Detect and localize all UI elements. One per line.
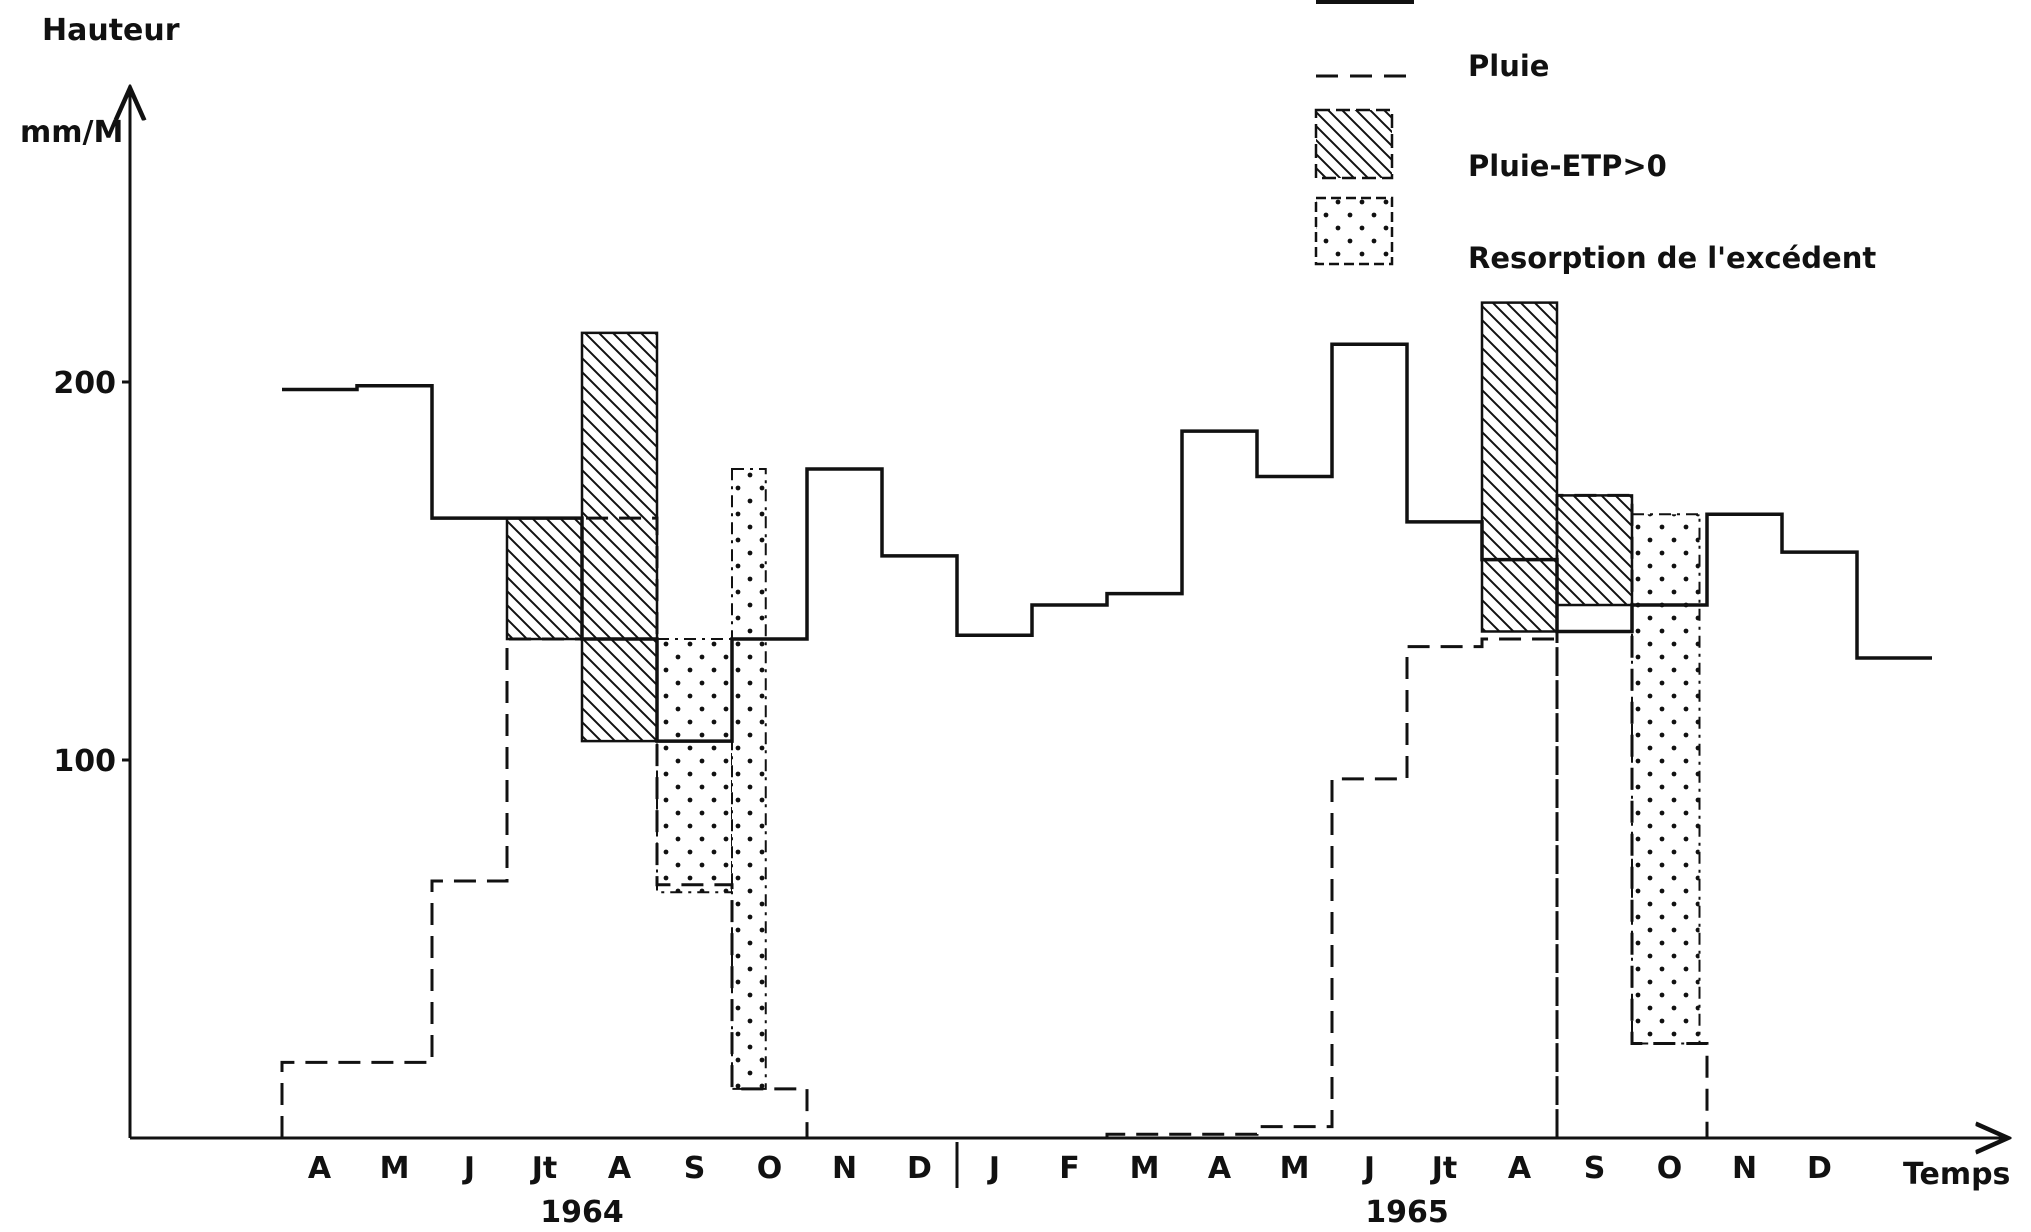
x-tick-label: J xyxy=(462,1151,475,1186)
excess-area xyxy=(1480,301,1559,633)
x-tick-label: N xyxy=(832,1151,857,1186)
x-tick-label: O xyxy=(757,1151,783,1186)
x-tick-label: S xyxy=(684,1151,706,1186)
series-lines xyxy=(280,342,1932,1138)
x-tick-label: M xyxy=(1130,1151,1160,1186)
balance-areas xyxy=(505,301,1701,1090)
x-tick-label: A xyxy=(1508,1151,1532,1186)
legend-label-pluie: Pluie xyxy=(1468,49,1549,83)
y-axis-title: Hauteur xyxy=(42,13,180,48)
excess-area xyxy=(505,516,584,641)
legend-swatch-dotted xyxy=(1314,196,1394,266)
y-axis-unit: mm/M xyxy=(20,115,123,150)
year-label: 1965 xyxy=(1365,1195,1449,1230)
x-tick-label: S xyxy=(1584,1151,1606,1186)
rain-line xyxy=(280,516,809,1138)
rain-line xyxy=(1105,637,1559,1138)
resorption-area xyxy=(731,467,767,1090)
resorption-area xyxy=(656,638,733,894)
x-axis-title: Temps xyxy=(1903,1157,2010,1192)
legend-label-excess: Pluie-ETP>0 xyxy=(1468,149,1667,183)
x-tick-labels: A M J Jt A S O N D J F M A M J Jt A S O N D 1964 1965 xyxy=(308,1142,1832,1230)
x-tick-label: O xyxy=(1657,1151,1683,1186)
x-tick-label: Jt xyxy=(530,1151,558,1186)
x-tick-label: J xyxy=(1362,1151,1375,1186)
x-tick-label: A xyxy=(608,1151,632,1186)
legend-label-resorption: Resorption de l'excédent xyxy=(1468,241,1876,275)
year-label: 1964 xyxy=(540,1195,624,1230)
x-tick-label: M xyxy=(380,1151,410,1186)
legend-swatch-hatched xyxy=(1314,108,1394,180)
x-tick-label: A xyxy=(308,1151,332,1186)
resorption-area xyxy=(1631,513,1701,1045)
x-tick-label: J xyxy=(987,1151,1000,1186)
x-tick-label: M xyxy=(1280,1151,1310,1186)
x-tick-label: A xyxy=(1208,1151,1232,1186)
x-tick-label: D xyxy=(1807,1151,1832,1186)
y-tick-label: 100 xyxy=(53,744,116,779)
excess-area xyxy=(580,331,659,743)
x-tick-label: F xyxy=(1059,1151,1080,1186)
legend: Pluie Pluie-ETP>0 Resorption de l'excédent xyxy=(1314,0,1876,275)
x-tick-label: N xyxy=(1732,1151,1757,1186)
y-ticks: 100 200 xyxy=(53,366,130,779)
x-tick-label: D xyxy=(907,1151,932,1186)
rain-line xyxy=(1555,493,1709,1138)
y-tick-label: 200 xyxy=(53,366,116,401)
excess-area xyxy=(1555,494,1634,607)
x-tick-label: Jt xyxy=(1430,1151,1458,1186)
